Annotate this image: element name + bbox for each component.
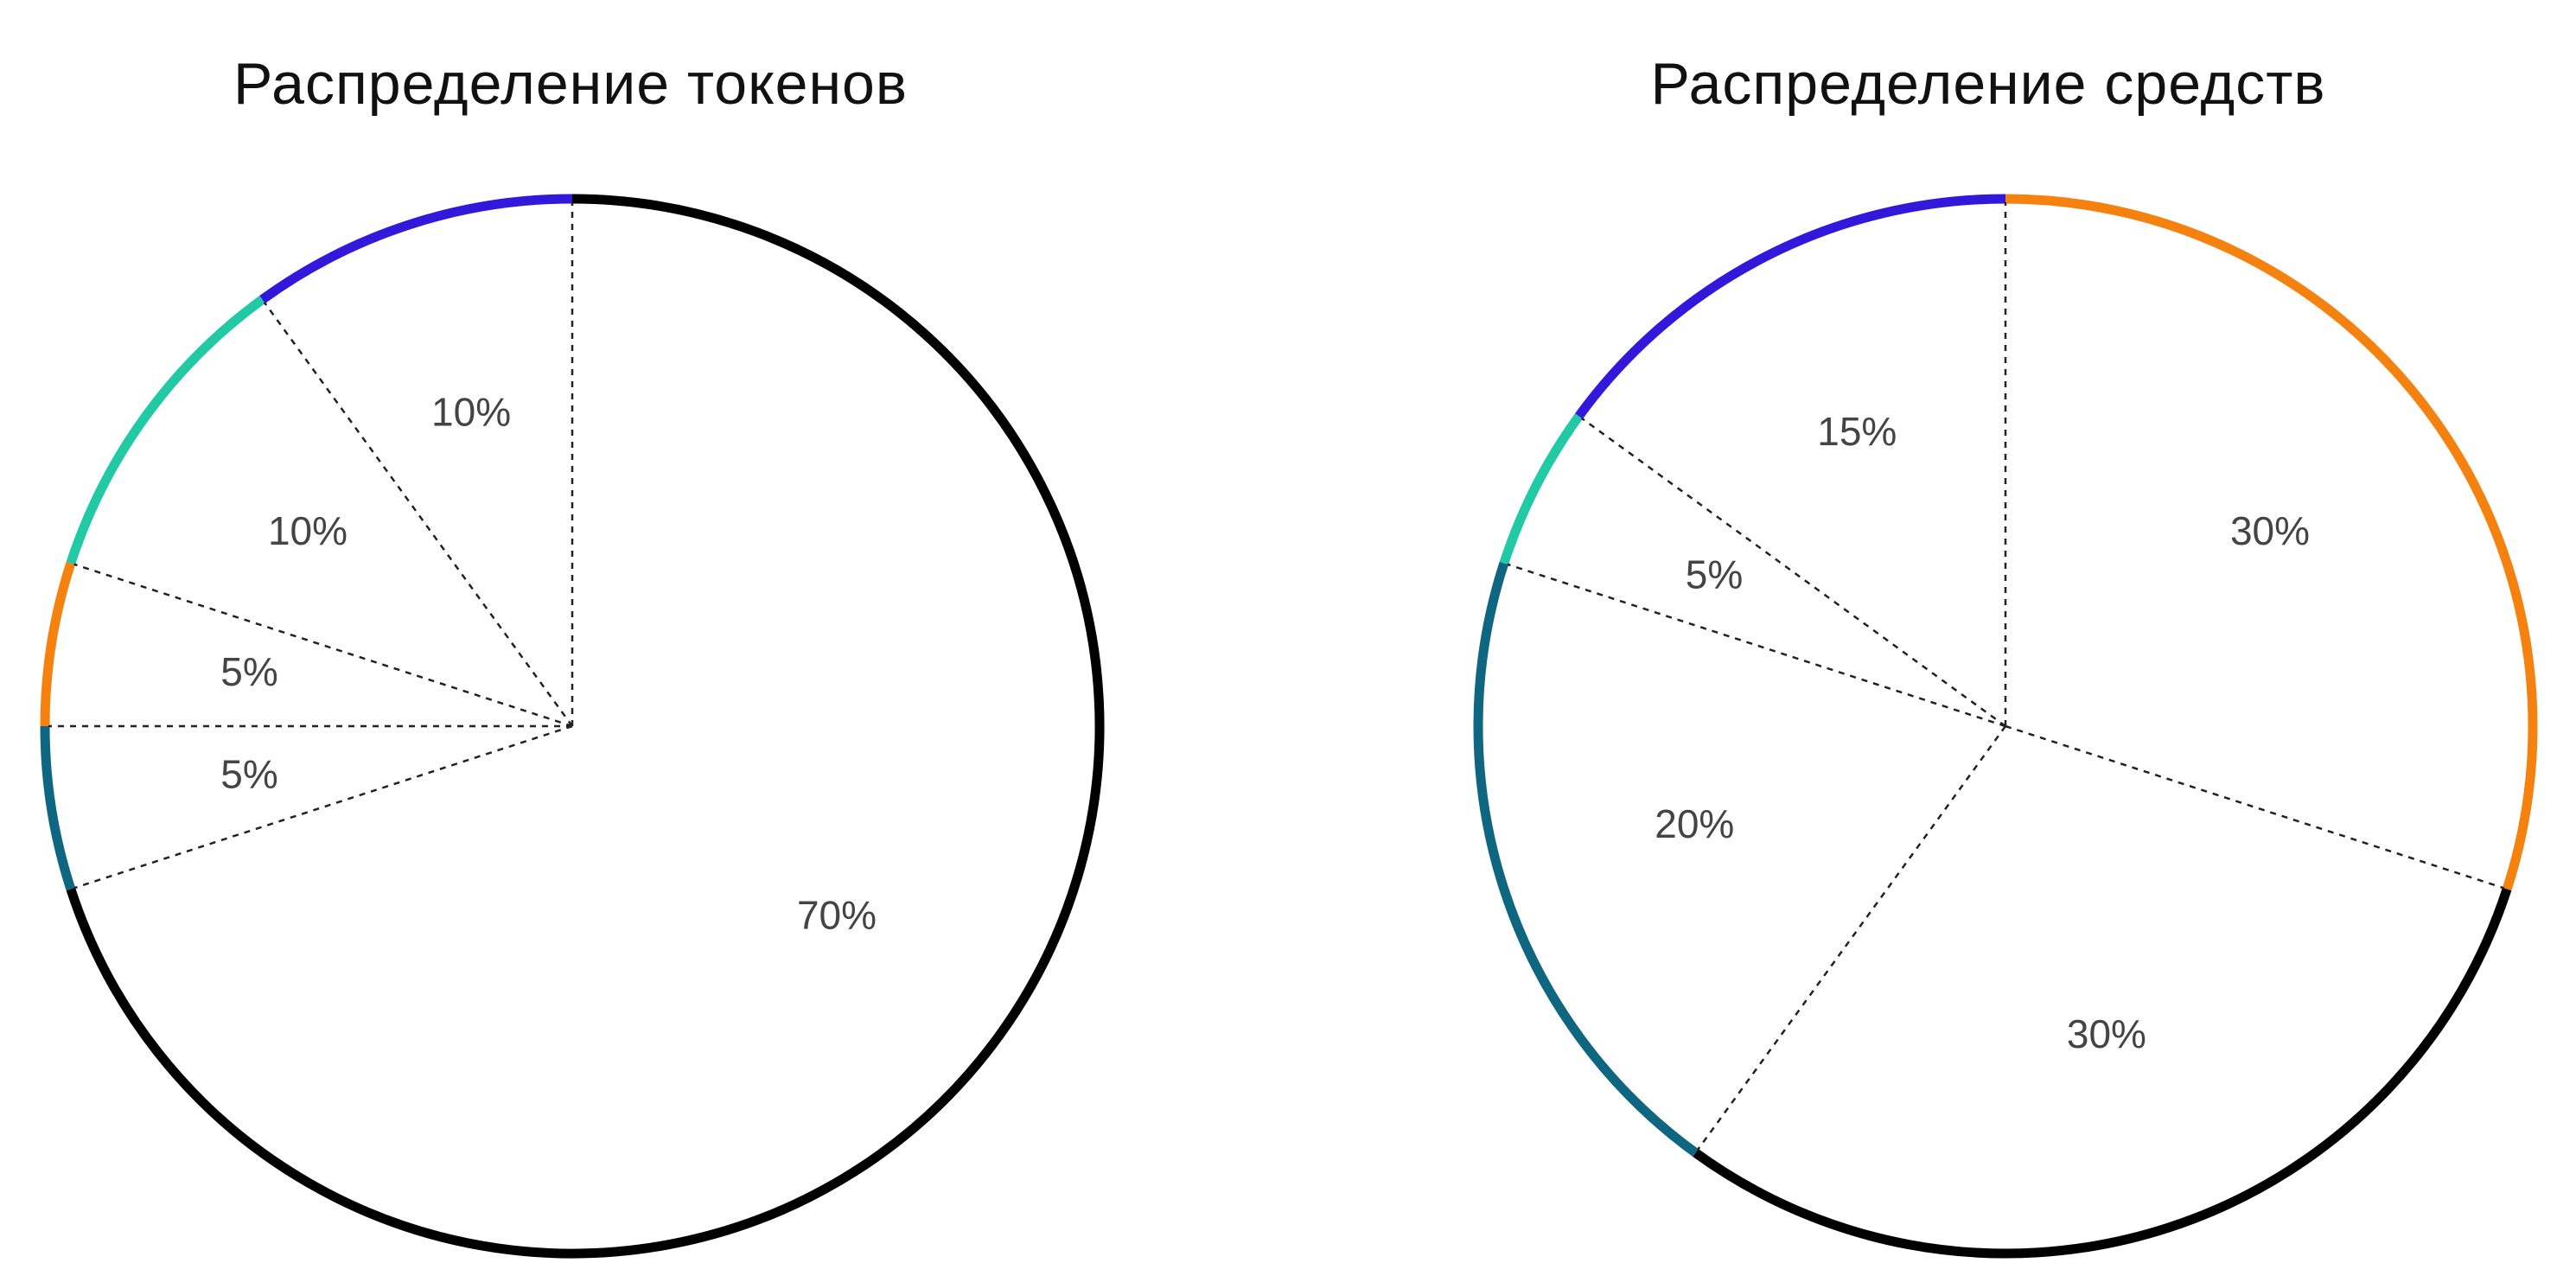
- pie-chart-tokens: 70% 5% 5% 10% 10%: [40, 194, 1105, 1259]
- pie-slice-arc: [2005, 194, 2538, 891]
- pie-slice-label: 20%: [1655, 801, 1734, 846]
- pie-slice-label: 30%: [2067, 1011, 2146, 1056]
- chart-title-tokens: Распределение токенов: [233, 51, 908, 117]
- pie-slice-label: 30%: [2230, 508, 2310, 553]
- pie-chart-funds: 30% 30% 20% 5% 15%: [1473, 194, 2538, 1259]
- pie-slice-divider: [2005, 724, 2504, 890]
- pie-slice-label: 70%: [797, 892, 877, 937]
- pie-slice-arc: [66, 194, 1105, 1259]
- pie-slice-arc: [1473, 561, 1699, 1157]
- pie-slice-label: 5%: [220, 649, 277, 694]
- pie-slice-divider: [263, 302, 574, 727]
- pie-slice-label: 10%: [431, 389, 511, 434]
- pie-slice-label: 15%: [1817, 409, 1897, 454]
- pie-slice-arc: [259, 194, 573, 303]
- pie-slice-arc: [1575, 194, 2006, 419]
- pie-slice-label: 5%: [220, 751, 277, 796]
- pie-slice-label: 10%: [268, 508, 348, 553]
- pie-slice-divider: [1581, 417, 2006, 728]
- pie-slice-divider: [1507, 563, 2006, 728]
- pie-slice-arc: [1693, 887, 2512, 1259]
- pie-slice-divider: [73, 563, 573, 728]
- pie-slice-arc: [66, 296, 265, 565]
- pie-slice-divider: [73, 724, 573, 890]
- pie-slice-arc: [40, 561, 76, 727]
- pie-slice-divider: [1696, 725, 2007, 1151]
- pie-slice-arc: [40, 725, 76, 891]
- chart-title-funds: Распределение средств: [1650, 51, 2326, 117]
- pie-slice-label: 5%: [1686, 552, 1743, 596]
- pie-slice-arc: [1499, 413, 1583, 565]
